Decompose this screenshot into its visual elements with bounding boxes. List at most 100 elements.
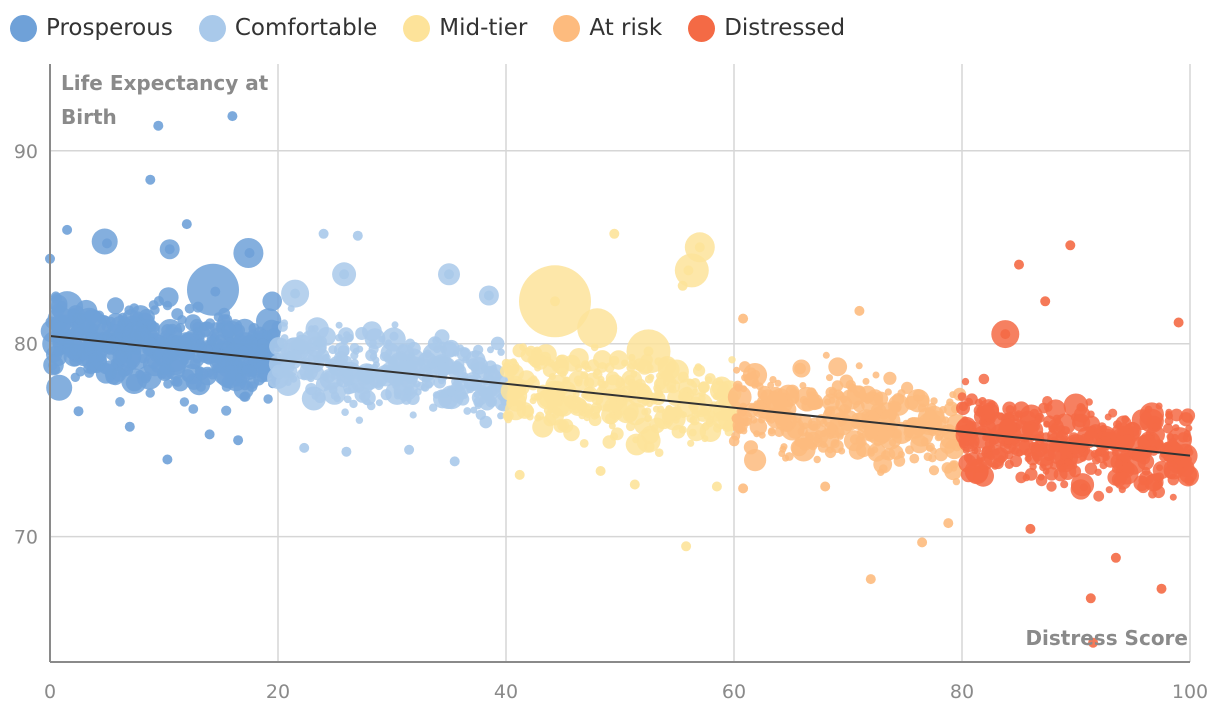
data-point[interactable] [630,410,638,418]
data-point[interactable] [580,371,589,380]
data-point[interactable] [750,416,758,424]
legend-item-comfortable[interactable]: Comfortable [198,14,377,42]
data-point[interactable] [625,433,648,456]
data-point[interactable] [187,263,239,316]
data-point[interactable] [1015,471,1027,484]
data-point[interactable] [1053,417,1061,425]
data-point[interactable] [107,297,124,315]
data-point[interactable] [232,324,245,337]
data-point[interactable] [506,385,528,407]
data-point[interactable] [986,451,994,460]
data-point[interactable] [281,279,310,308]
data-point[interactable] [1085,593,1096,604]
data-point[interactable] [292,334,313,355]
data-point[interactable] [1066,436,1085,455]
data-point[interactable] [413,380,421,388]
data-point[interactable] [221,323,237,338]
data-point[interactable] [813,455,821,464]
data-point[interactable] [439,385,464,410]
data-point[interactable] [417,366,433,382]
data-point[interactable] [1004,459,1014,469]
data-point[interactable] [769,376,777,384]
data-point[interactable] [588,413,602,427]
data-point[interactable] [641,408,649,416]
data-point[interactable] [753,430,761,438]
data-point[interactable] [824,409,833,417]
data-point[interactable] [543,380,564,401]
data-point[interactable] [738,483,749,494]
data-point[interactable] [626,329,671,374]
data-point[interactable] [909,453,920,464]
data-point[interactable] [581,391,589,399]
data-point[interactable] [239,392,249,402]
data-point[interactable] [115,397,125,407]
data-point[interactable] [681,541,692,552]
data-point[interactable] [873,454,893,474]
data-point[interactable] [195,367,209,381]
data-point[interactable] [397,343,408,355]
data-point[interactable] [478,285,499,306]
data-point[interactable] [456,392,470,406]
data-point[interactable] [766,391,788,414]
data-point[interactable] [868,412,880,423]
data-point[interactable] [497,412,505,420]
data-point[interactable] [848,442,867,460]
data-point[interactable] [299,362,319,381]
data-point[interactable] [449,456,460,467]
data-point[interactable] [1113,420,1122,429]
data-point[interactable] [215,334,226,344]
data-point[interactable] [586,408,593,416]
data-point[interactable] [961,377,970,386]
data-point[interactable] [1092,455,1101,465]
data-point[interactable] [686,378,694,386]
data-point[interactable] [625,421,636,432]
data-point[interactable] [481,366,489,374]
data-point[interactable] [738,313,749,324]
data-point[interactable] [926,444,934,452]
data-point[interactable] [767,381,775,389]
data-point[interactable] [830,439,840,449]
data-point[interactable] [786,393,793,401]
data-point[interactable] [470,406,478,414]
data-point[interactable] [727,385,752,409]
data-point[interactable] [905,445,914,455]
data-point[interactable] [824,421,837,434]
data-point[interactable] [704,373,716,385]
data-point[interactable] [872,371,880,379]
data-point[interactable] [966,420,974,428]
data-point[interactable] [979,419,997,437]
data-point[interactable] [275,371,301,396]
data-point[interactable] [514,469,525,480]
data-point[interactable] [1114,459,1123,469]
data-point[interactable] [70,372,81,382]
data-point[interactable] [511,364,519,372]
data-point[interactable] [162,454,173,465]
data-point[interactable] [1177,432,1189,443]
data-point[interactable] [76,307,102,333]
data-point[interactable] [587,359,600,372]
data-point[interactable] [978,373,990,385]
data-point[interactable] [1152,481,1160,490]
data-point[interactable] [873,391,889,406]
data-point[interactable] [112,350,128,365]
data-point[interactable] [1042,396,1053,407]
data-point[interactable] [1170,408,1183,422]
data-point[interactable] [828,357,848,377]
data-point[interactable] [723,420,735,431]
data-point[interactable] [563,424,580,442]
data-point[interactable] [409,411,417,419]
data-point[interactable] [221,405,232,416]
data-point[interactable] [684,232,715,263]
data-point[interactable] [343,395,352,404]
data-point[interactable] [319,368,342,391]
data-point[interactable] [696,408,710,422]
data-point[interactable] [322,353,331,362]
data-point[interactable] [826,374,833,382]
data-point[interactable] [863,424,879,439]
data-point[interactable] [165,324,175,335]
data-point[interactable] [349,399,358,409]
data-point[interactable] [656,405,665,413]
data-point[interactable] [808,420,819,431]
data-point[interactable] [764,415,772,423]
data-point[interactable] [429,361,437,369]
